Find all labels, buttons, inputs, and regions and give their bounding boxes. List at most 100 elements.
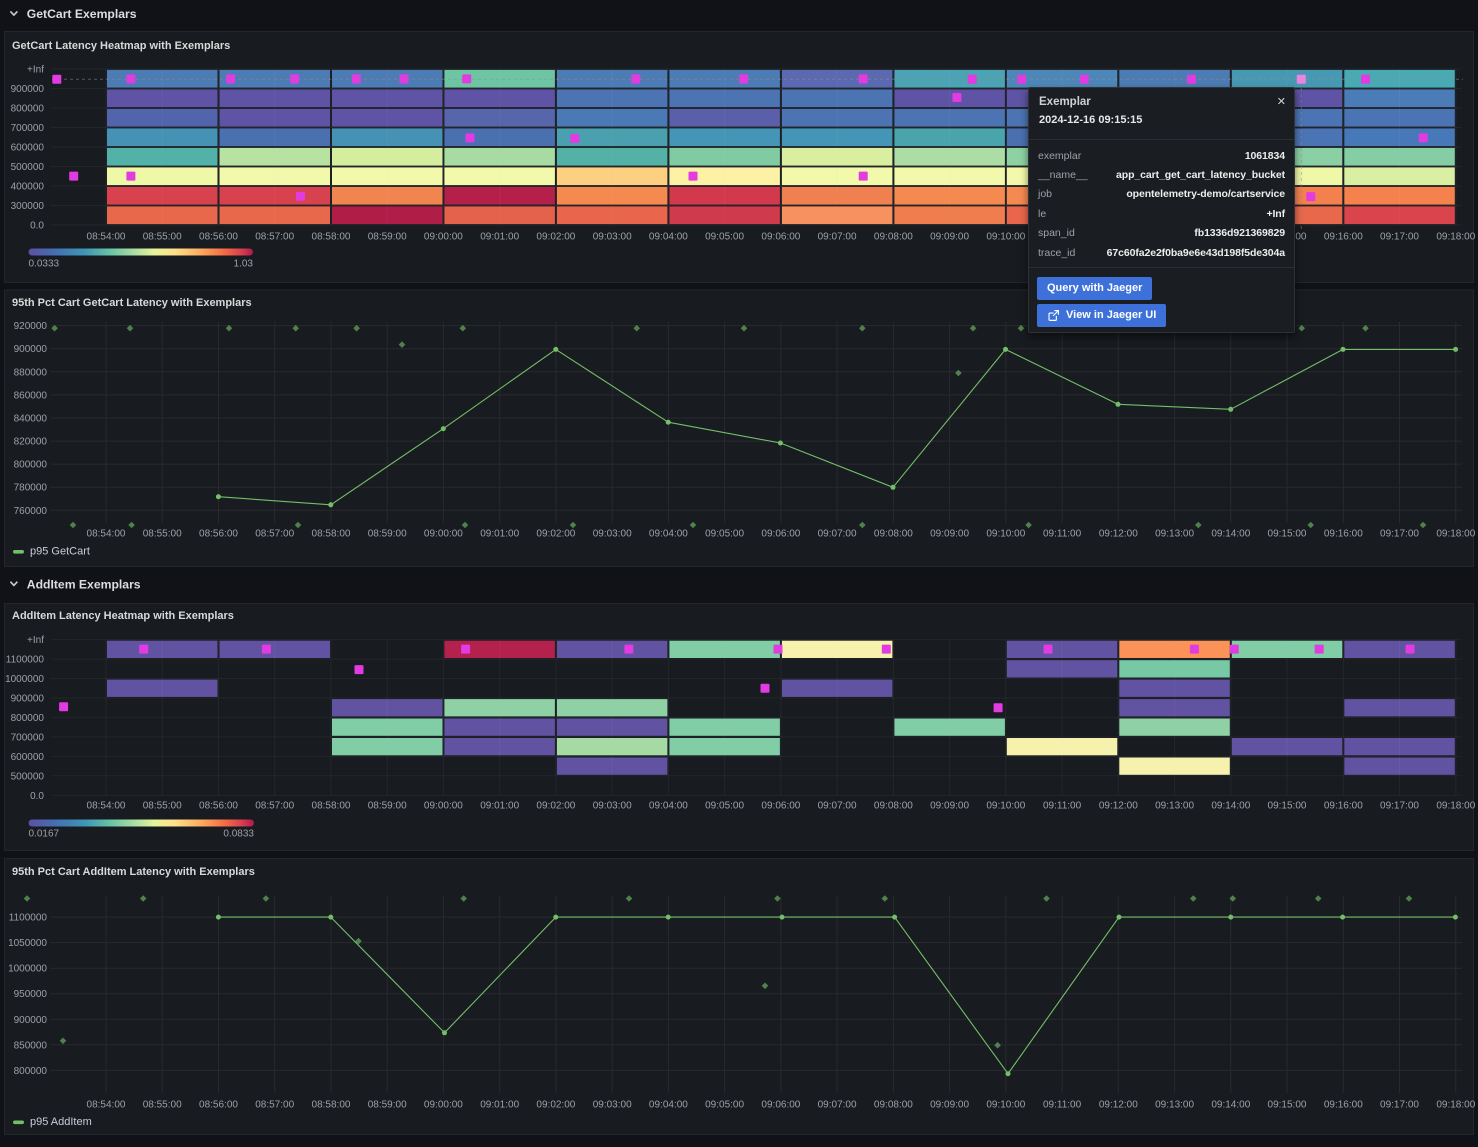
svg-text:0.0333: 0.0333 <box>29 259 60 270</box>
svg-text:09:09:00: 09:09:00 <box>930 529 969 540</box>
svg-text:08:57:00: 08:57:00 <box>255 1100 294 1111</box>
svg-text:09:01:00: 09:01:00 <box>480 1100 519 1111</box>
svg-text:09:10:00: 09:10:00 <box>986 232 1025 243</box>
svg-text:1000000: 1000000 <box>8 964 47 975</box>
svg-text:08:58:00: 08:58:00 <box>312 232 351 243</box>
svg-text:800000: 800000 <box>11 104 45 115</box>
svg-text:GetCart Latency Heatmap with E: GetCart Latency Heatmap with Exemplars <box>12 40 230 52</box>
svg-text:300000: 300000 <box>11 201 45 212</box>
svg-text:900000: 900000 <box>14 1015 48 1026</box>
svg-text:600000: 600000 <box>11 752 45 763</box>
svg-text:09:09:00: 09:09:00 <box>930 1100 969 1111</box>
svg-text:GetCart Exemplars: GetCart Exemplars <box>27 7 137 21</box>
svg-text:08:58:00: 08:58:00 <box>312 529 351 540</box>
svg-text:AddItem Latency Heatmap with E: AddItem Latency Heatmap with Exemplars <box>12 610 234 622</box>
svg-text:09:18:00: 09:18:00 <box>1436 232 1475 243</box>
svg-text:08:57:00: 08:57:00 <box>255 801 294 812</box>
svg-text:09:17:00: 09:17:00 <box>1380 801 1419 812</box>
svg-text:08:59:00: 08:59:00 <box>368 1100 407 1111</box>
svg-text:09:16:00: 09:16:00 <box>1324 529 1363 540</box>
svg-text:0.0167: 0.0167 <box>29 829 60 840</box>
svg-text:08:59:00: 08:59:00 <box>368 232 407 243</box>
svg-text:400000: 400000 <box>11 182 45 193</box>
svg-text:09:14:00: 09:14:00 <box>1211 529 1250 540</box>
svg-text:08:57:00: 08:57:00 <box>255 529 294 540</box>
svg-text:09:18:00: 09:18:00 <box>1436 1100 1475 1111</box>
svg-text:09:01:00: 09:01:00 <box>480 232 519 243</box>
svg-text:1000000: 1000000 <box>5 674 44 685</box>
svg-text:0.0833: 0.0833 <box>223 829 254 840</box>
svg-text:09:12:00: 09:12:00 <box>1099 529 1138 540</box>
svg-text:1.03: 1.03 <box>234 259 254 270</box>
svg-text:09:05:00: 09:05:00 <box>705 801 744 812</box>
svg-text:09:06:00: 09:06:00 <box>761 529 800 540</box>
svg-text:09:09:00: 09:09:00 <box>930 232 969 243</box>
svg-text:09:16:00: 09:16:00 <box>1324 232 1363 243</box>
svg-text:09:08:00: 09:08:00 <box>874 529 913 540</box>
svg-text:500000: 500000 <box>11 162 45 173</box>
svg-text:95th Pct Cart AddItem Latency: 95th Pct Cart AddItem Latency with Exemp… <box>12 866 255 878</box>
svg-text:09:07:00: 09:07:00 <box>818 529 857 540</box>
svg-text:09:04:00: 09:04:00 <box>649 801 688 812</box>
svg-text:09:07:00: 09:07:00 <box>818 1100 857 1111</box>
svg-text:800000: 800000 <box>11 713 45 724</box>
svg-text:09:17:00: 09:17:00 <box>1380 529 1419 540</box>
svg-text:+Inf: +Inf <box>27 65 44 76</box>
svg-text:900000: 900000 <box>11 84 45 95</box>
svg-text:09:11:00: 09:11:00 <box>1043 1100 1082 1111</box>
svg-text:08:54:00: 08:54:00 <box>87 232 126 243</box>
svg-text:09:11:00: 09:11:00 <box>1043 529 1082 540</box>
svg-text:p95 AddItem: p95 AddItem <box>30 1116 92 1128</box>
svg-text:08:57:00: 08:57:00 <box>255 232 294 243</box>
svg-text:08:58:00: 08:58:00 <box>312 1100 351 1111</box>
svg-text:08:54:00: 08:54:00 <box>87 529 126 540</box>
svg-text:+Inf: +Inf <box>27 635 44 646</box>
svg-text:09:08:00: 09:08:00 <box>874 801 913 812</box>
svg-text:08:56:00: 08:56:00 <box>199 1100 238 1111</box>
svg-text:09:11:00: 09:11:00 <box>1043 801 1082 812</box>
svg-text:08:59:00: 08:59:00 <box>368 801 407 812</box>
svg-text:09:13:00: 09:13:00 <box>1155 801 1194 812</box>
svg-text:09:00:00: 09:00:00 <box>424 232 463 243</box>
svg-text:1100000: 1100000 <box>6 655 45 666</box>
svg-text:760000: 760000 <box>14 506 48 517</box>
svg-text:09:01:00: 09:01:00 <box>480 529 519 540</box>
svg-text:820000: 820000 <box>14 437 48 448</box>
svg-text:08:56:00: 08:56:00 <box>199 529 238 540</box>
svg-text:09:05:00: 09:05:00 <box>705 529 744 540</box>
svg-text:900000: 900000 <box>11 694 45 705</box>
svg-text:500000: 500000 <box>11 771 45 782</box>
svg-text:08:59:00: 08:59:00 <box>368 529 407 540</box>
svg-text:0.0: 0.0 <box>30 221 44 232</box>
svg-text:950000: 950000 <box>14 989 48 1000</box>
svg-text:09:13:00: 09:13:00 <box>1155 529 1194 540</box>
svg-text:780000: 780000 <box>14 483 48 494</box>
svg-text:700000: 700000 <box>11 732 45 743</box>
svg-text:95th Pct Cart GetCart Latency: 95th Pct Cart GetCart Latency with Exemp… <box>12 297 252 309</box>
svg-text:09:03:00: 09:03:00 <box>593 232 632 243</box>
svg-text:09:10:00: 09:10:00 <box>986 801 1025 812</box>
svg-text:09:14:00: 09:14:00 <box>1211 1100 1250 1111</box>
svg-text:09:08:00: 09:08:00 <box>874 1100 913 1111</box>
svg-text:0.0: 0.0 <box>30 791 44 802</box>
svg-text:880000: 880000 <box>14 367 48 378</box>
svg-text:09:14:00: 09:14:00 <box>1211 801 1250 812</box>
svg-text:09:06:00: 09:06:00 <box>761 1100 800 1111</box>
svg-text:09:00:00: 09:00:00 <box>424 1100 463 1111</box>
svg-text:09:07:00: 09:07:00 <box>818 232 857 243</box>
svg-text:09:04:00: 09:04:00 <box>649 232 688 243</box>
svg-text:09:16:00: 09:16:00 <box>1324 1100 1363 1111</box>
svg-text:09:13:00: 09:13:00 <box>1155 1100 1194 1111</box>
svg-text:08:54:00: 08:54:00 <box>87 1100 126 1111</box>
svg-text:900000: 900000 <box>14 344 48 355</box>
svg-text:09:16:00: 09:16:00 <box>1324 801 1363 812</box>
svg-text:08:55:00: 08:55:00 <box>143 801 182 812</box>
svg-text:09:06:00: 09:06:00 <box>761 801 800 812</box>
svg-text:p95 GetCart: p95 GetCart <box>30 546 90 558</box>
svg-text:08:56:00: 08:56:00 <box>199 232 238 243</box>
svg-text:09:17:00: 09:17:00 <box>1380 1100 1419 1111</box>
svg-text:09:05:00: 09:05:00 <box>705 232 744 243</box>
svg-text:09:18:00: 09:18:00 <box>1436 529 1475 540</box>
svg-text:08:56:00: 08:56:00 <box>199 801 238 812</box>
svg-text:09:05:00: 09:05:00 <box>705 1100 744 1111</box>
